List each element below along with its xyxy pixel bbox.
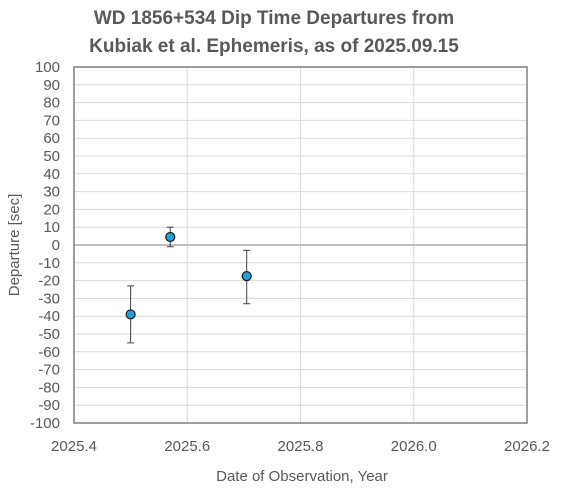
data-point <box>241 249 252 305</box>
y-tick-label: 0 <box>52 237 60 254</box>
x-tick-label: 2026.2 <box>504 438 550 455</box>
y-tick-labels: 1009080706050403020100-10-20-30-40-50-60… <box>30 59 60 432</box>
y-tick-label: -50 <box>38 326 60 343</box>
point-marker <box>241 271 252 282</box>
x-tick-label: 2026.0 <box>391 438 437 455</box>
y-tick-label: 90 <box>43 77 60 94</box>
y-tick-label: 80 <box>43 95 60 112</box>
x-tick-label: 2025.6 <box>164 438 210 455</box>
y-tick-label: 20 <box>43 201 60 218</box>
y-axis-label: Departure [sec] <box>6 194 23 297</box>
y-tick-label: 50 <box>43 148 60 165</box>
point-marker <box>165 231 176 243</box>
point-marker <box>125 309 136 320</box>
y-tick-label: -60 <box>38 344 60 361</box>
plot-frame <box>73 66 528 424</box>
y-tick-label: -70 <box>38 362 60 379</box>
data-point <box>165 226 176 248</box>
chart-title-line-2: Kubiak et al. Ephemeris, as of 2025.09.1… <box>89 36 459 57</box>
data-point <box>125 285 136 344</box>
data-points <box>125 226 252 344</box>
y-tick-label: 40 <box>43 166 60 183</box>
y-tick-label: 30 <box>43 184 60 201</box>
y-tick-label: 70 <box>43 112 60 129</box>
x-tick-label: 2025.8 <box>278 438 324 455</box>
y-tick-label: 10 <box>43 219 60 236</box>
y-tick-label: 100 <box>35 59 60 76</box>
x-tick-label: 2025.4 <box>51 438 97 455</box>
y-tick-label: -100 <box>30 415 60 432</box>
chart-title-line-1: WD 1856+534 Dip Time Departures from <box>94 8 454 29</box>
y-tick-label: -10 <box>38 255 60 272</box>
y-tick-label: 60 <box>43 130 60 147</box>
x-tick-labels: 2025.4 2025.6 2025.8 2026.0 2026.2 <box>51 438 550 455</box>
y-tick-label: -80 <box>38 379 60 396</box>
y-tick-label: -40 <box>38 308 60 325</box>
y-tick-label: -20 <box>38 273 60 290</box>
y-tick-label: -90 <box>38 397 60 414</box>
x-axis-label: Date of Observation, Year <box>216 468 388 485</box>
y-tick-label: -30 <box>38 290 60 307</box>
